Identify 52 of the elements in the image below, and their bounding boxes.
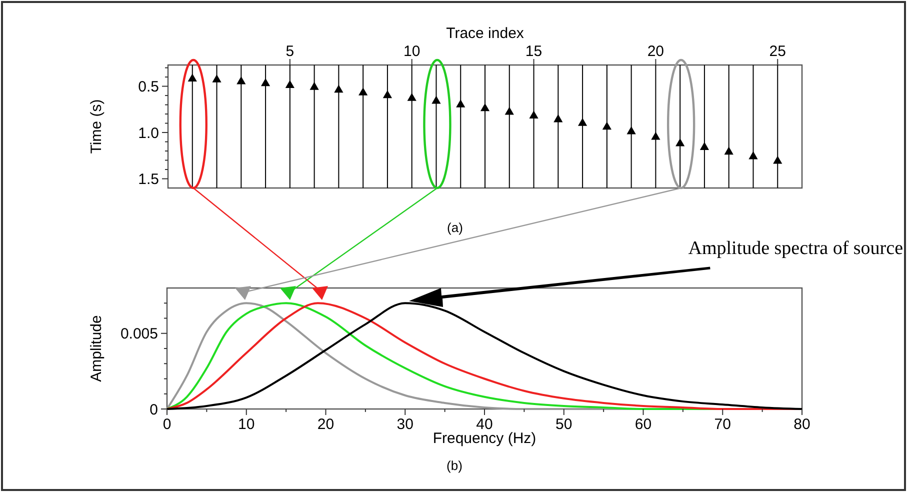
y-tick-label: 1.5 — [138, 171, 159, 188]
point — [529, 110, 538, 118]
point — [578, 118, 588, 126]
x-tick-label: 15 — [525, 43, 542, 60]
x-axis-title: Frequency (Hz) — [432, 430, 536, 447]
x-tick-label: 80 — [794, 416, 810, 433]
point — [651, 132, 660, 140]
point — [504, 106, 514, 115]
y-axis-title: Time (s) — [88, 99, 105, 154]
point — [480, 103, 490, 112]
x-tick-label: 40 — [476, 416, 493, 433]
x-tick-label: 60 — [634, 416, 652, 433]
point — [407, 93, 416, 101]
point — [602, 122, 612, 130]
point — [676, 138, 685, 146]
point — [432, 96, 441, 104]
text: (a) — [447, 220, 463, 235]
x-tick-label: 0 — [162, 416, 172, 433]
x-tick-label: 30 — [396, 416, 414, 433]
text: (b) — [446, 458, 462, 473]
point — [310, 82, 319, 90]
x-tick-label: 70 — [714, 416, 731, 433]
point — [748, 151, 758, 160]
x-tick-label: 10 — [238, 416, 255, 433]
x-tick-label: 10 — [404, 43, 420, 60]
point — [285, 80, 294, 88]
point — [626, 126, 636, 134]
point — [236, 76, 246, 84]
point — [334, 84, 344, 93]
x-tick-label: 50 — [556, 416, 572, 433]
point — [358, 87, 368, 96]
point — [212, 74, 222, 82]
point — [188, 74, 197, 82]
point — [773, 156, 782, 164]
x-axis-title: Trace index — [446, 25, 524, 42]
point — [456, 100, 466, 108]
x-tick-label: 20 — [317, 416, 334, 433]
y-tick-label: 0.5 — [138, 78, 159, 96]
y-tick-label: 1.0 — [138, 124, 159, 142]
point — [260, 78, 270, 86]
x-tick-label: 5 — [286, 43, 294, 60]
point — [724, 146, 734, 155]
x-tick-label: 25 — [769, 43, 786, 60]
x-tick-label: 20 — [647, 43, 664, 60]
y-axis-title: Amplitude — [88, 315, 105, 382]
text: Amplitude spectra of source — [688, 238, 903, 259]
y-tick-label: 0 — [150, 401, 158, 418]
point — [554, 114, 563, 122]
point — [382, 90, 392, 98]
y-tick-label: 0.005 — [120, 326, 158, 343]
line-series — [166, 302, 803, 410]
point — [700, 142, 710, 150]
